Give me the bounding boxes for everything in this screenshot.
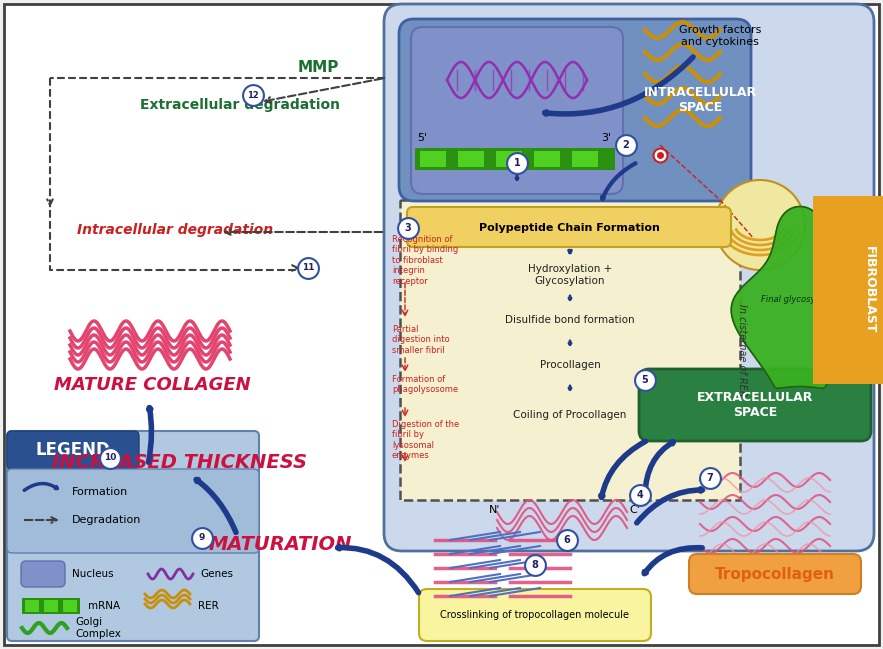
Text: INTRACELLULAR
SPACE: INTRACELLULAR SPACE — [644, 86, 757, 114]
Text: Disulfide bond formation: Disulfide bond formation — [505, 315, 635, 325]
Text: Tropocollagen: Tropocollagen — [715, 567, 835, 582]
Circle shape — [715, 180, 805, 270]
Text: Procollagen: Procollagen — [540, 360, 600, 370]
Bar — [572, 151, 598, 167]
Text: 5': 5' — [417, 133, 427, 143]
Text: MATURATION: MATURATION — [208, 535, 351, 554]
Text: Extracellular degradation: Extracellular degradation — [140, 98, 340, 112]
Text: 12: 12 — [247, 90, 259, 99]
Text: 7: 7 — [706, 473, 713, 483]
Text: Crosslinking of tropocollagen molecule: Crosslinking of tropocollagen molecule — [441, 610, 630, 620]
Bar — [44, 600, 58, 612]
Text: mRNA: mRNA — [88, 601, 120, 611]
Text: 8: 8 — [532, 560, 539, 570]
Text: 1: 1 — [514, 158, 520, 168]
FancyBboxPatch shape — [639, 369, 871, 441]
Text: Golgi
Complex: Golgi Complex — [75, 617, 121, 639]
Text: Hydroxylation +
Glycosylation: Hydroxylation + Glycosylation — [528, 264, 612, 286]
FancyBboxPatch shape — [399, 19, 751, 201]
Text: Formation: Formation — [72, 487, 128, 497]
Bar — [458, 151, 484, 167]
Text: Coiling of Procollagen: Coiling of Procollagen — [513, 410, 627, 420]
Bar — [415, 148, 615, 170]
Text: INCREASED THICKNESS: INCREASED THICKNESS — [52, 452, 307, 472]
Text: Intracellular degradation: Intracellular degradation — [77, 223, 273, 237]
Bar — [22, 598, 80, 614]
Text: 3: 3 — [404, 223, 411, 233]
Text: Genes: Genes — [200, 569, 233, 579]
FancyBboxPatch shape — [407, 207, 731, 247]
FancyBboxPatch shape — [411, 27, 623, 194]
Text: 11: 11 — [302, 263, 314, 273]
FancyBboxPatch shape — [7, 431, 259, 641]
Text: Formation of
phagolysosome: Formation of phagolysosome — [392, 375, 458, 395]
Text: MATURE COLLAGEN: MATURE COLLAGEN — [54, 376, 251, 394]
Bar — [534, 151, 560, 167]
Text: RER: RER — [198, 601, 219, 611]
Text: Growth factors
and cytokines: Growth factors and cytokines — [679, 25, 761, 47]
Text: Final glycosylation: Final glycosylation — [761, 295, 839, 304]
Bar — [63, 600, 77, 612]
Text: N': N' — [489, 505, 501, 515]
FancyBboxPatch shape — [7, 431, 139, 469]
Text: Polypeptide Chain Formation: Polypeptide Chain Formation — [479, 223, 660, 233]
Text: Nucleus: Nucleus — [72, 569, 114, 579]
Text: 6: 6 — [563, 535, 570, 545]
FancyBboxPatch shape — [400, 200, 740, 500]
Text: Partial
digestion into
smaller fibril: Partial digestion into smaller fibril — [392, 325, 449, 355]
Text: 10: 10 — [104, 454, 117, 463]
Text: 9: 9 — [199, 533, 205, 543]
Text: 3': 3' — [600, 133, 611, 143]
Text: 5: 5 — [642, 375, 648, 385]
Text: Digestion of the
fibril by
lysosomal
enzymes: Digestion of the fibril by lysosomal enz… — [392, 420, 459, 460]
Bar — [25, 600, 39, 612]
Text: Recognition of
fibril by binding
to fibroblast
integrin
receptor: Recognition of fibril by binding to fibr… — [392, 235, 458, 286]
FancyBboxPatch shape — [689, 554, 861, 594]
FancyBboxPatch shape — [7, 469, 259, 553]
Text: MMP: MMP — [298, 60, 339, 75]
Bar — [420, 151, 446, 167]
Polygon shape — [731, 206, 869, 388]
Bar — [496, 151, 522, 167]
Text: FIBROBLAST: FIBROBLAST — [863, 246, 876, 334]
FancyBboxPatch shape — [21, 561, 65, 587]
FancyBboxPatch shape — [419, 589, 651, 641]
Text: 2: 2 — [623, 140, 630, 150]
Text: 4: 4 — [637, 490, 644, 500]
Text: LEGEND: LEGEND — [35, 441, 110, 459]
Text: EXTRACELLULAR
SPACE: EXTRACELLULAR SPACE — [697, 391, 813, 419]
Text: Degradation: Degradation — [72, 515, 141, 525]
Text: In cisternae of RER: In cisternae of RER — [737, 304, 747, 397]
FancyBboxPatch shape — [384, 4, 874, 551]
Text: C': C' — [630, 505, 640, 515]
